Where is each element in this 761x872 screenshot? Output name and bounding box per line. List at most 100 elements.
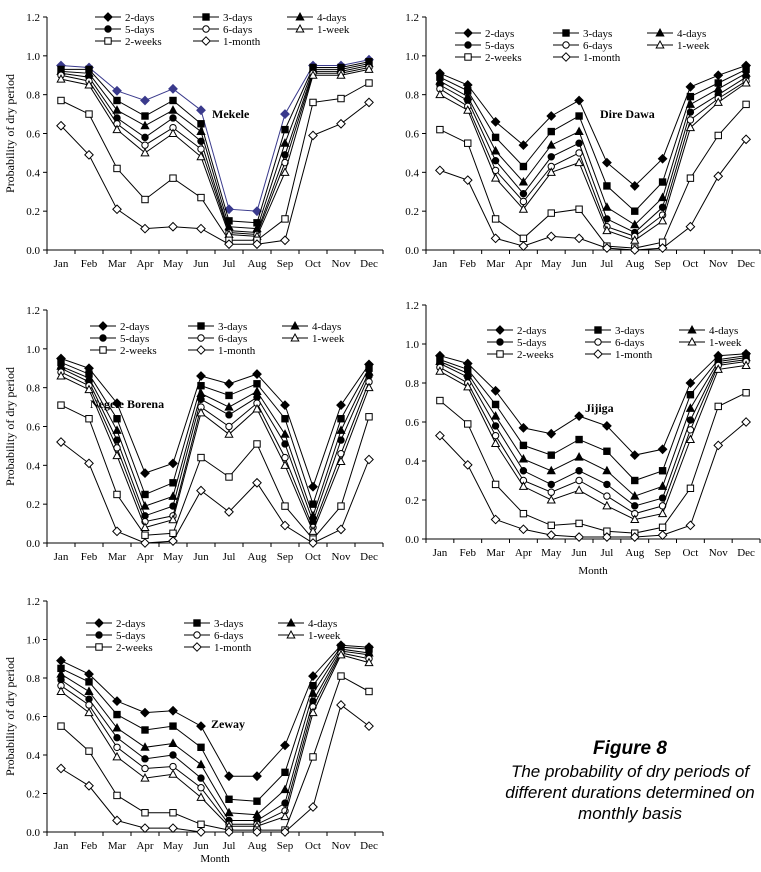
x-tick-label: Feb [81,258,98,270]
series-line [60,654,370,827]
data-point [629,532,640,542]
legend-label: 3-days [615,325,644,337]
data-point [713,97,723,106]
legend-label: 6-days [583,40,612,52]
data-point [113,96,121,105]
data-point [113,164,121,173]
data-point [546,231,557,242]
data-point [280,235,290,246]
data-point [140,773,150,782]
legend-marker [562,29,570,37]
data-point [169,762,177,771]
data-point [196,407,206,417]
data-point [197,784,205,792]
x-tick-label: Dec [737,258,755,270]
data-point [629,245,640,255]
y-axis-title: Probability of dry period [3,367,17,486]
legend-marker [286,629,296,639]
x-tick-label: Oct [305,258,321,270]
data-point [113,743,121,751]
data-point [574,95,584,106]
data-point [365,79,373,87]
data-point [364,382,374,392]
data-point [630,219,640,229]
data-point [57,722,65,730]
legend-marker [655,39,665,49]
series-line [60,59,370,212]
series-4-days [56,58,374,233]
data-point [435,89,445,99]
series-1-month [56,97,374,250]
data-point [519,197,528,206]
data-point [169,809,177,817]
data-point [658,178,667,186]
x-tick-label: Jul [600,547,613,559]
data-point [196,827,206,837]
y-tick-label: 0.8 [26,90,40,102]
data-point [224,378,234,389]
data-point [112,723,122,732]
data-point [56,370,66,380]
data-point [196,126,206,136]
series-4-days [435,352,751,500]
x-tick-label: Aug [248,840,267,852]
legend-label: 1-week [317,24,350,36]
series-3-days [436,352,750,485]
data-point [112,204,122,215]
figure-caption-title: Figure 8 [593,738,667,759]
y-tick-label: 1.2 [405,300,419,312]
y-tick-label: 0.6 [405,129,419,141]
data-point [224,239,234,250]
x-tick-label: Apr [136,840,153,852]
x-tick-label: Jan [433,547,448,559]
data-point [112,751,122,761]
y-tick-label: 0.0 [26,827,40,839]
data-point [168,823,178,834]
data-point [141,195,149,204]
series-line [439,76,747,234]
x-tick-label: Jan [433,258,448,270]
data-point [197,193,205,202]
data-point [308,130,318,141]
data-point [574,532,584,542]
data-point [252,477,262,488]
y-tick-label: 0.8 [405,378,419,390]
data-point [741,360,751,369]
series-6-days [57,63,373,239]
data-point [518,454,529,463]
legend-label: 5-days [485,40,514,52]
legend-label: 6-days [218,333,247,345]
y-tick-label: 1.2 [26,12,40,24]
legend-marker [295,11,305,21]
x-tick-label: May [163,551,184,563]
series-line [439,68,747,212]
legend-label: 2-weeks [116,642,153,654]
legend-marker [562,41,570,49]
data-point [113,490,121,499]
data-point [309,753,317,761]
data-point [252,206,262,217]
x-tick-label: Jan [54,551,69,563]
data-point [141,112,149,120]
data-point [463,105,473,114]
data-point [742,389,750,397]
data-point [112,526,122,537]
data-point [547,488,555,496]
data-point [113,791,121,800]
data-point [281,768,289,777]
series-line [60,648,370,816]
y-tick-label: 0.4 [26,750,40,762]
x-tick-label: Sep [277,551,294,563]
series-line [60,102,370,245]
data-point [657,215,668,225]
data-point [658,467,667,475]
series-1-month [56,437,374,548]
series-line [60,68,370,237]
data-point [196,792,206,801]
x-tick-label: Aug [248,258,267,270]
data-point [169,479,177,487]
legend-label: 4-days [677,28,706,40]
series-line [60,375,370,533]
data-point [547,209,555,217]
data-point [741,134,751,145]
